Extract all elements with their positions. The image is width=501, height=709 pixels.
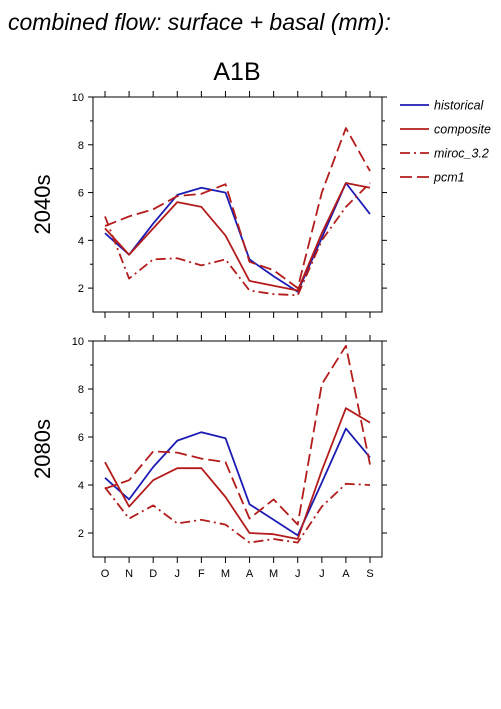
x-tick-label: D xyxy=(149,568,157,580)
y-tick-label: 2 xyxy=(78,283,84,295)
x-tick-label: N xyxy=(125,568,133,580)
panel-label: 2040s xyxy=(30,175,55,235)
legend-label: miroc_3.2 xyxy=(434,147,489,161)
y-tick-label: 2 xyxy=(78,528,84,540)
figure-title: combined flow: surface + basal (mm): xyxy=(8,9,391,35)
y-tick-label: 8 xyxy=(78,140,84,152)
legend-label: composite xyxy=(434,123,491,137)
legend: historical composite miroc_3.2 pcm1 xyxy=(400,99,491,185)
x-tick-label: J xyxy=(295,568,301,580)
series-line-composite xyxy=(104,407,371,540)
x-tick-label: S xyxy=(366,568,373,580)
legend-item-composite: composite xyxy=(400,123,491,137)
x-tick-label: M xyxy=(269,568,278,580)
panel-label: 2080s xyxy=(30,419,55,479)
panels: 2 4 6 8 10 2040s 2 4 6 8 10 O N D J F M A M J J A S 2080s xyxy=(30,91,387,580)
legend-item-pcm1: pcm1 xyxy=(400,171,465,185)
legend-label: pcm1 xyxy=(433,171,465,185)
series-line-pcm1 xyxy=(104,344,371,526)
plot-frame xyxy=(92,340,383,558)
panel-2040s: 2 4 6 8 10 2040s xyxy=(30,91,387,318)
plot-frame xyxy=(92,96,383,313)
series-line-pcm1 xyxy=(104,127,371,290)
y-tick-label: 8 xyxy=(78,384,84,396)
y-tick-label: 6 xyxy=(78,432,84,444)
x-tick-label: J xyxy=(175,568,181,580)
y-tick-label: 4 xyxy=(78,480,84,492)
x-tick-label: A xyxy=(246,568,254,580)
x-tick-label: A xyxy=(342,568,350,580)
scenario-title: A1B xyxy=(213,58,260,86)
y-tick-label: 10 xyxy=(72,92,84,104)
series-line-composite xyxy=(104,182,371,292)
y-tick-label: 10 xyxy=(72,336,84,348)
legend-item-miroc-3-2: miroc_3.2 xyxy=(400,147,489,161)
series-line-miroc-3-2 xyxy=(104,182,371,297)
legend-item-historical: historical xyxy=(400,99,485,113)
series-line-miroc-3-2 xyxy=(104,482,371,544)
x-tick-label: O xyxy=(101,568,110,580)
series-line-historical xyxy=(104,427,371,537)
x-tick-label: J xyxy=(319,568,325,580)
legend-label: historical xyxy=(434,99,485,113)
panel-2080s: 2 4 6 8 10 O N D J F M A M J J A S 2080s xyxy=(30,335,387,580)
x-tick-label: F xyxy=(198,568,205,580)
y-tick-label: 6 xyxy=(78,188,84,200)
x-tick-label: M xyxy=(221,568,230,580)
y-tick-label: 4 xyxy=(78,235,84,247)
